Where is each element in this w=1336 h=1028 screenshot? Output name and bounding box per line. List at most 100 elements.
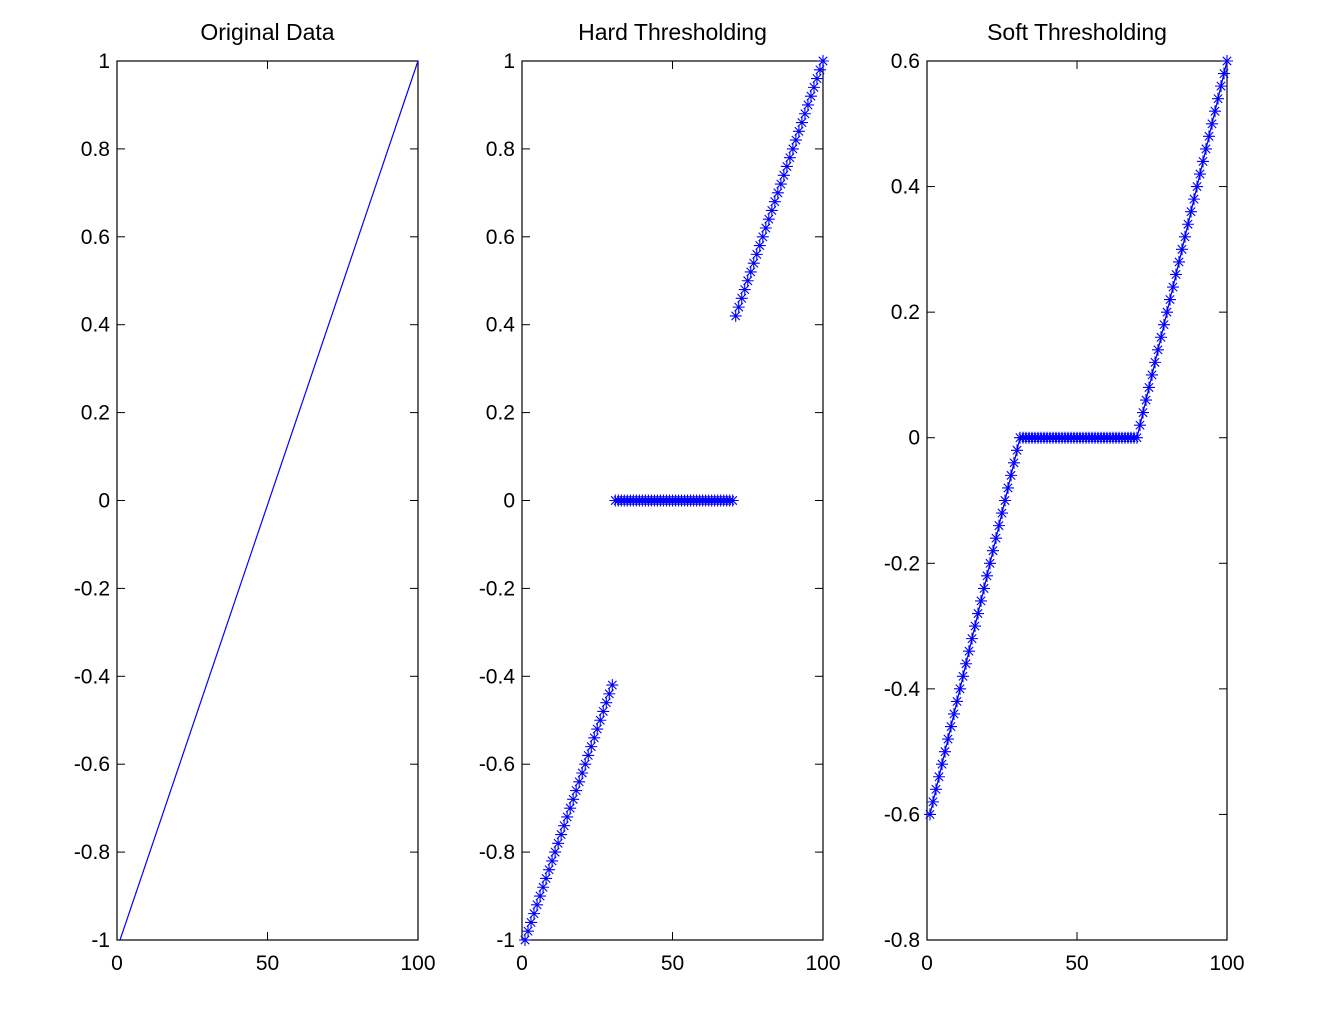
data-point [975, 594, 987, 607]
y-tick-label: -0.8 [884, 929, 920, 952]
data-point [564, 802, 577, 815]
subplot-1: Original Data -1 -0.8 -0.6 -0.4 -0.2 0 0.2 0.4 0.… [74, 19, 436, 975]
y-tick-label: -1 [496, 929, 515, 952]
data-point [1137, 406, 1149, 419]
data-point [963, 645, 975, 658]
plot-frame [926, 60, 1228, 941]
data-point [756, 230, 769, 243]
chart-title: Soft Thresholding [987, 19, 1167, 45]
data-point [537, 881, 550, 894]
data-point [1161, 306, 1173, 319]
data-point [525, 916, 538, 929]
data-point [1131, 431, 1143, 444]
data-point [1008, 456, 1020, 469]
data-point [996, 507, 1008, 520]
subplot-3: Soft Thresholding -0.8 -0.6 -0.4 -0.2 0 0.2 0.4… [884, 19, 1245, 975]
data-point [1173, 255, 1185, 268]
data-point [1203, 130, 1215, 143]
chart-title: Hard Thresholding [578, 19, 767, 45]
y-tick-label: -0.8 [74, 841, 110, 864]
x-tick-label: 50 [661, 952, 684, 975]
subplot-2: Hard Thresholding -1 -0.8 -0.6 -0.4 -0.2 0 0.2 0… [479, 19, 841, 975]
x-tick-label: 0 [921, 952, 933, 975]
y-tick-label: -0.6 [74, 753, 110, 776]
data-point [1143, 381, 1155, 394]
y-tick-label: -0.4 [884, 678, 921, 701]
y-tick-label: 0 [98, 490, 110, 513]
data-point [600, 696, 613, 709]
data-point [1002, 481, 1014, 494]
data-point [817, 55, 829, 67]
data-point [792, 125, 805, 138]
data-point [1179, 230, 1191, 243]
y-tick-label: -0.8 [479, 841, 515, 864]
data-point [1209, 105, 1221, 118]
data-point [945, 720, 957, 733]
data-point [951, 695, 963, 708]
y-tick-label: 0.8 [486, 138, 515, 161]
chart-title: Original Data [200, 19, 334, 45]
data-point [978, 582, 990, 595]
data-point [735, 292, 748, 305]
x-tick-label: 100 [805, 952, 840, 975]
y-tick-label: 0.6 [486, 226, 515, 249]
x-tick-label: 50 [1065, 952, 1088, 975]
x-tick-label: 0 [516, 952, 528, 975]
data-point [519, 934, 532, 946]
data-point [549, 846, 562, 859]
data-point [798, 107, 811, 120]
data-point [597, 705, 610, 718]
y-tick-label: -0.6 [479, 753, 515, 776]
data-point [924, 808, 936, 821]
data-point [993, 519, 1005, 532]
data-point [1215, 80, 1227, 93]
y-tick-label: -0.4 [74, 665, 111, 688]
data-point [762, 213, 775, 226]
data-point [585, 740, 598, 753]
data-point [1176, 243, 1188, 256]
data-point [969, 620, 981, 633]
data-point [738, 283, 751, 296]
data-point [930, 783, 942, 796]
data-point [726, 494, 739, 507]
data-point [786, 142, 799, 155]
data-point [603, 687, 616, 700]
data-point [579, 758, 592, 771]
y-tick-label: 0.6 [81, 226, 110, 249]
series-line [119, 60, 419, 941]
data-point [813, 63, 826, 76]
y-tick-label: -0.4 [479, 665, 516, 688]
y-tick-label: 0 [908, 427, 920, 450]
data-point [1221, 55, 1233, 67]
data-point [939, 745, 951, 758]
data-point [1149, 356, 1161, 369]
data-point [531, 898, 544, 911]
x-tick-label: 50 [256, 952, 279, 975]
y-tick-label: -0.2 [479, 577, 515, 600]
y-tick-label: 1 [98, 50, 110, 73]
data-point [1218, 67, 1230, 80]
data-point [576, 766, 589, 779]
data-point [1152, 343, 1164, 356]
data-point [795, 116, 808, 129]
y-tick-label: 0.8 [81, 138, 110, 161]
data-point [999, 494, 1011, 507]
data-point [771, 186, 784, 199]
data-point [1197, 155, 1209, 168]
series-1 [519, 55, 829, 946]
data-point [948, 707, 960, 720]
data-point [768, 195, 781, 208]
data-point [759, 222, 772, 235]
data-point [942, 733, 954, 746]
data-point [558, 819, 571, 832]
data-point [765, 204, 778, 217]
data-point [753, 239, 766, 252]
data-point [927, 795, 939, 808]
data-point [990, 532, 1002, 545]
data-point [972, 607, 984, 620]
series-1 [924, 55, 1233, 821]
y-tick-label: -0.2 [74, 577, 110, 600]
y-tick-label: 0.2 [81, 402, 110, 425]
data-point [774, 178, 787, 191]
